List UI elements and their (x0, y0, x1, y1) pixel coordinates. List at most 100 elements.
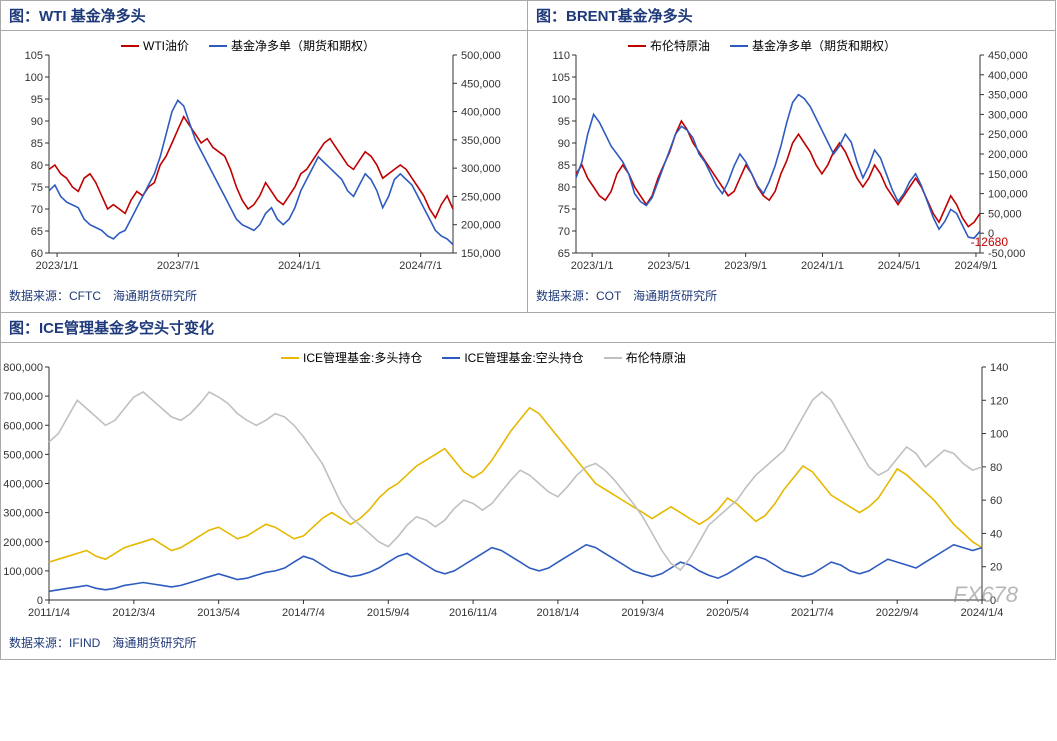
panel-brent: BRENT基金净多头 65 70 75 80 85 90 95 100 105 110 -50,00… (528, 0, 1056, 313)
chart-wti: 60 65 70 75 80 85 90 95 100 105 150,000 200,000 250,… (1, 31, 509, 281)
svg-text:2024/9/1: 2024/9/1 (955, 260, 998, 272)
svg-text:150,000: 150,000 (461, 248, 501, 260)
legend-item: 基金净多单（期货和期权） (730, 37, 896, 54)
svg-text:80: 80 (990, 462, 1002, 474)
panel-ice: ICE管理基金多空头寸变化 0 100,000 200,000 300,000 400,… (0, 313, 1056, 660)
panel-wti: WTI 基金净多头 60 65 70 75 80 85 90 95 100 105 150,000 2… (0, 0, 528, 313)
svg-text:2022/9/4: 2022/9/4 (876, 607, 919, 619)
top-row: WTI 基金净多头 60 65 70 75 80 85 90 95 100 105 150,000 2… (0, 0, 1057, 313)
svg-text:90: 90 (558, 138, 570, 150)
svg-text:2023/1/1: 2023/1/1 (571, 260, 614, 272)
svg-text:600,000: 600,000 (3, 420, 43, 432)
svg-text:350,000: 350,000 (461, 135, 501, 147)
svg-text:2019/3/4: 2019/3/4 (621, 607, 664, 619)
panel-title-brent: BRENT基金净多头 (528, 1, 1055, 31)
svg-text:75: 75 (31, 182, 43, 194)
svg-text:105: 105 (552, 72, 570, 84)
svg-text:95: 95 (31, 94, 43, 106)
svg-text:60: 60 (31, 248, 43, 260)
svg-text:2024/7/1: 2024/7/1 (399, 260, 442, 272)
legend: ICE管理基金:多头持仓 ICE管理基金:空头持仓 布伦特原油 (281, 349, 686, 366)
svg-text:20: 20 (990, 562, 1002, 574)
svg-text:100: 100 (25, 72, 43, 84)
svg-text:60: 60 (990, 495, 1002, 507)
svg-text:2016/11/4: 2016/11/4 (449, 607, 497, 619)
svg-text:140: 140 (990, 362, 1008, 374)
svg-text:2013/5/4: 2013/5/4 (197, 607, 240, 619)
svg-text:2024/1/1: 2024/1/1 (801, 260, 844, 272)
svg-text:2023/7/1: 2023/7/1 (157, 260, 200, 272)
svg-text:2021/7/4: 2021/7/4 (791, 607, 834, 619)
svg-text:2024/1/1: 2024/1/1 (278, 260, 321, 272)
panel-title-ice: ICE管理基金多空头寸变化 (1, 313, 1055, 343)
svg-text:120: 120 (990, 395, 1008, 407)
svg-text:80: 80 (558, 182, 570, 194)
svg-text:800,000: 800,000 (3, 362, 43, 374)
legend-item: 布伦特原油 (628, 37, 710, 54)
svg-text:200,000: 200,000 (461, 220, 501, 232)
svg-text:85: 85 (558, 160, 570, 172)
panel-title-wti: WTI 基金净多头 (1, 1, 527, 31)
svg-text:50,000: 50,000 (988, 208, 1022, 220)
chart-ice: 0 100,000 200,000 300,000 400,000 500,000 600,… (1, 343, 1038, 628)
svg-text:-50,000: -50,000 (988, 248, 1025, 260)
svg-text:2020/5/4: 2020/5/4 (706, 607, 749, 619)
svg-text:350,000: 350,000 (988, 90, 1028, 102)
svg-text:2023/1/1: 2023/1/1 (36, 260, 79, 272)
legend-item: 布伦特原油 (604, 349, 686, 366)
source-ice: 数据来源：IFIND 海通期货研究所 (1, 628, 1055, 659)
svg-text:2015/9/4: 2015/9/4 (367, 607, 410, 619)
legend-item: WTI油价 (121, 37, 189, 54)
svg-text:70: 70 (558, 226, 570, 238)
svg-text:300,000: 300,000 (3, 508, 43, 520)
svg-text:200,000: 200,000 (3, 537, 43, 549)
annotation: -12680 (971, 235, 1008, 249)
svg-text:400,000: 400,000 (988, 70, 1028, 82)
svg-text:2018/1/4: 2018/1/4 (536, 607, 579, 619)
svg-text:100,000: 100,000 (3, 566, 43, 578)
svg-text:105: 105 (25, 50, 43, 62)
svg-text:400,000: 400,000 (3, 479, 43, 491)
svg-text:700,000: 700,000 (3, 391, 43, 403)
svg-text:40: 40 (990, 528, 1002, 540)
svg-text:500,000: 500,000 (461, 50, 501, 62)
svg-text:250,000: 250,000 (461, 191, 501, 203)
watermark: FX678 (953, 582, 1018, 608)
svg-text:70: 70 (31, 204, 43, 216)
svg-text:100: 100 (552, 94, 570, 106)
svg-text:500,000: 500,000 (3, 449, 43, 461)
svg-text:65: 65 (31, 226, 43, 238)
svg-text:0: 0 (37, 595, 43, 607)
source-brent: 数据来源：COT 海通期货研究所 (528, 281, 1055, 312)
svg-text:85: 85 (31, 138, 43, 150)
svg-text:2023/5/1: 2023/5/1 (648, 260, 691, 272)
svg-text:75: 75 (558, 204, 570, 216)
svg-text:2014/7/4: 2014/7/4 (282, 607, 325, 619)
legend-item: 基金净多单（期货和期权） (209, 37, 375, 54)
svg-text:100,000: 100,000 (988, 189, 1028, 201)
svg-text:2024/5/1: 2024/5/1 (878, 260, 921, 272)
legend: WTI油价 基金净多单（期货和期权） (121, 37, 375, 54)
svg-text:2012/3/4: 2012/3/4 (112, 607, 155, 619)
svg-text:95: 95 (558, 116, 570, 128)
svg-text:65: 65 (558, 248, 570, 260)
svg-text:2023/9/1: 2023/9/1 (724, 260, 767, 272)
legend-item: ICE管理基金:多头持仓 (281, 349, 422, 366)
legend: 布伦特原油 基金净多单（期货和期权） (628, 37, 896, 54)
svg-text:150,000: 150,000 (988, 169, 1028, 181)
source-wti: 数据来源：CFTC 海通期货研究所 (1, 281, 527, 312)
svg-text:100: 100 (990, 429, 1008, 441)
svg-text:80: 80 (31, 160, 43, 172)
svg-text:300,000: 300,000 (461, 163, 501, 175)
legend-item: ICE管理基金:空头持仓 (442, 349, 583, 366)
svg-text:300,000: 300,000 (988, 109, 1028, 121)
svg-text:400,000: 400,000 (461, 107, 501, 119)
svg-text:250,000: 250,000 (988, 129, 1028, 141)
svg-text:200,000: 200,000 (988, 149, 1028, 161)
svg-text:450,000: 450,000 (461, 78, 501, 90)
svg-text:90: 90 (31, 116, 43, 128)
svg-text:110: 110 (552, 50, 570, 62)
svg-text:2024/1/4: 2024/1/4 (961, 607, 1004, 619)
chart-brent: 65707580859095100105110-50,000050,000100… (528, 31, 1036, 281)
svg-text:450,000: 450,000 (988, 50, 1028, 62)
